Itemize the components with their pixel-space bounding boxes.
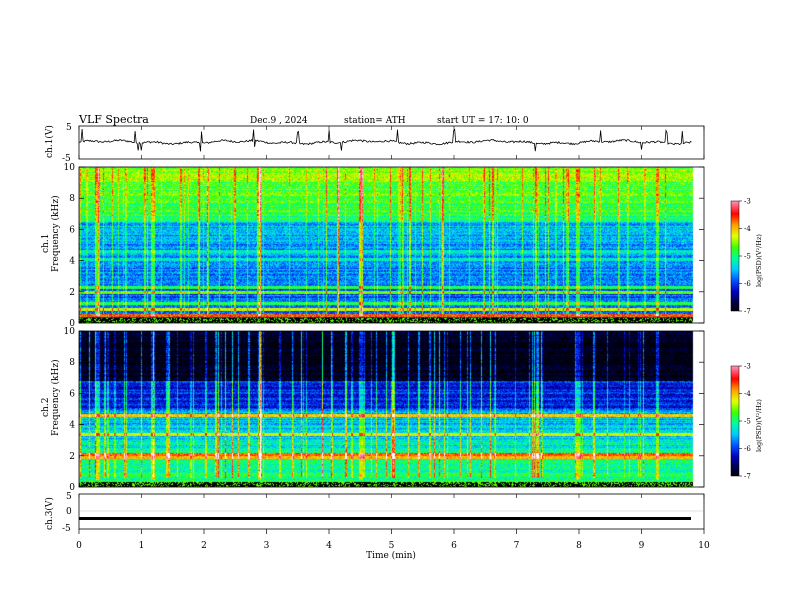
ch2-spec-ytick-label: 6	[69, 389, 75, 399]
ch3-ytick-bottom: -5	[62, 524, 71, 534]
ch1-channel-label: ch.1	[41, 234, 51, 253]
ch1-spec-ytick-label: 2	[69, 288, 75, 298]
ch1-spec-ytick-label: 10	[64, 163, 76, 173]
ch1-frequency-label: Frequency (kHz)	[50, 195, 61, 272]
ch2-spec-ytick-label: 2	[69, 452, 75, 462]
ch2-colorbar-ramp	[731, 366, 739, 476]
ch2-spec-ytick-label: 8	[69, 358, 75, 368]
ch2-spec-ytick-label: 4	[69, 421, 75, 431]
ch1-waveform-frame	[78, 125, 705, 160]
time-tick-label: 5	[389, 541, 395, 551]
ch1-spec-ytick-label: 6	[69, 225, 75, 235]
ch2-spectrogram-panel: 0 2 4 6 8 10 ch.2 Frequency (kHz)	[41, 327, 705, 493]
ch3-ytick-top: 5	[66, 492, 72, 502]
ch1-colorbar-label: log(PSD)(V²/Hz)	[755, 234, 763, 287]
start-time-label: start UT = 17: 10: 0	[437, 116, 529, 126]
time-tick-label: 10	[698, 541, 710, 551]
ch1-spec-ytick-label: 0	[69, 319, 75, 329]
ch2-colorbar: -3 -4 -5 -6 -7 log(PSD)(V²/Hz)	[730, 363, 763, 481]
ch2-colorbar-tick-label: -4	[744, 390, 751, 398]
ch1-spectrogram-image	[79, 167, 704, 323]
station-label: station= ATH	[344, 116, 406, 126]
ch1-spec-ytick-label: 4	[69, 257, 75, 267]
ch2-spectrogram-frame	[78, 330, 705, 488]
time-tick-label: 7	[514, 541, 520, 551]
time-tick-label: 2	[201, 541, 207, 551]
ch1-colorbar-tick-label: -5	[744, 253, 751, 261]
ch1-colorbar-tick-label: -4	[744, 225, 751, 233]
ch1-waveform-trace	[78, 128, 692, 152]
ch2-channel-label: ch.2	[41, 398, 51, 417]
ch3-waveform-ylabel: ch.3(V)	[44, 497, 55, 530]
time-tick-label: 9	[639, 541, 645, 551]
ch1-spec-ytick-label: 8	[69, 194, 75, 204]
ch1-waveform-panel: 5 -5 ch.1(V)	[44, 123, 705, 164]
figure-title: VLF Spectra	[78, 113, 149, 126]
ch2-spec-ytick-label: 0	[69, 483, 75, 493]
time-tick-label: 8	[576, 541, 582, 551]
ch1-spectrogram-frame	[78, 166, 705, 324]
ch2-colorbar-tick-label: -5	[744, 418, 751, 426]
ch1-ytick-bottom: -5	[62, 154, 71, 164]
ch2-spectrogram-image	[79, 331, 704, 487]
time-tick-label: 6	[451, 541, 457, 551]
ch1-colorbar-tick-label: -3	[744, 198, 751, 206]
ch1-ytick-top: 5	[66, 123, 72, 133]
ch2-frequency-label: Frequency (kHz)	[50, 359, 61, 436]
ch1-spectrogram-panel: 0 2 4 6 8 10 ch.1 Frequency (kHz)	[41, 163, 705, 329]
ch2-colorbar-tick-label: -7	[744, 473, 751, 481]
time-tick-label: 1	[139, 541, 145, 551]
time-tick-label: 3	[264, 541, 270, 551]
ch3-waveform-panel: 5 0 -5 ch.3(V) 0 1 2 3 4 5 6 7 8 9 10 Time (min)	[44, 126, 710, 561]
date-label: Dec.9 , 2024	[250, 116, 308, 126]
ch3-ytick-mid: 0	[66, 507, 72, 517]
time-tick-label: 0	[76, 541, 82, 551]
time-axis-label: Time (min)	[366, 550, 416, 561]
ch1-colorbar-tick-label: -7	[744, 308, 751, 316]
ch1-colorbar-tick-label: -6	[744, 280, 751, 288]
ch1-colorbar-ramp	[731, 201, 739, 311]
ch1-waveform-ylabel: ch.1(V)	[44, 125, 55, 158]
ch2-colorbar-tick-label: -6	[744, 445, 751, 453]
time-tick-label: 4	[326, 541, 332, 551]
ch2-colorbar-tick-label: -3	[744, 363, 751, 371]
ch2-spec-ytick-label: 10	[64, 327, 76, 337]
ch2-colorbar-label: log(PSD)(V²/Hz)	[755, 399, 763, 452]
ch1-colorbar: -3 -4 -5 -6 -7 log(PSD)(V²/Hz)	[730, 198, 763, 316]
ch3-waveform-frame	[78, 493, 705, 530]
